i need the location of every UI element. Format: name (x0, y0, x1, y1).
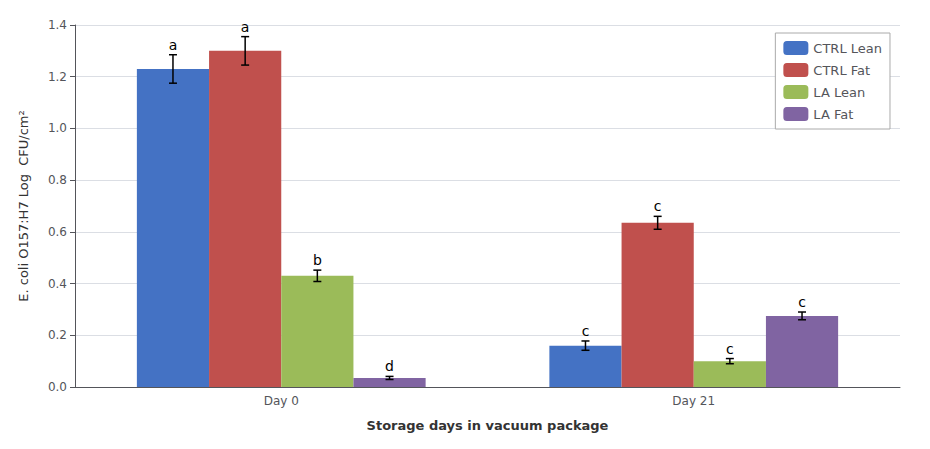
svg-text:a: a (241, 19, 250, 35)
svg-text:CTRL Lean: CTRL Lean (813, 41, 882, 56)
svg-text:c: c (798, 294, 806, 310)
svg-text:c: c (726, 341, 734, 357)
svg-text:1.0: 1.0 (48, 121, 67, 135)
svg-text:Day 0: Day 0 (264, 394, 299, 408)
svg-text:LA Lean: LA Lean (813, 85, 865, 100)
svg-text:0.2: 0.2 (48, 328, 67, 342)
svg-text:Day 21: Day 21 (672, 394, 715, 408)
svg-text:1.4: 1.4 (48, 18, 67, 32)
svg-text:E. coli O157:H7 Log CFU/cm²: E. coli O157:H7 Log CFU/cm² (16, 110, 31, 302)
svg-text:0.6: 0.6 (48, 225, 67, 239)
svg-text:CTRL Fat: CTRL Fat (813, 63, 870, 78)
svg-text:LA Fat: LA Fat (813, 107, 853, 122)
svg-text:Storage days in vacuum package: Storage days in vacuum package (367, 418, 609, 433)
svg-text:0.8: 0.8 (48, 173, 67, 187)
svg-text:d: d (385, 358, 394, 374)
svg-text:c: c (654, 198, 662, 214)
svg-text:b: b (313, 252, 322, 268)
svg-text:0.4: 0.4 (48, 277, 67, 291)
svg-text:a: a (169, 37, 178, 53)
svg-text:c: c (582, 323, 590, 339)
svg-text:0.0: 0.0 (48, 380, 67, 394)
svg-text:1.2: 1.2 (48, 70, 67, 84)
